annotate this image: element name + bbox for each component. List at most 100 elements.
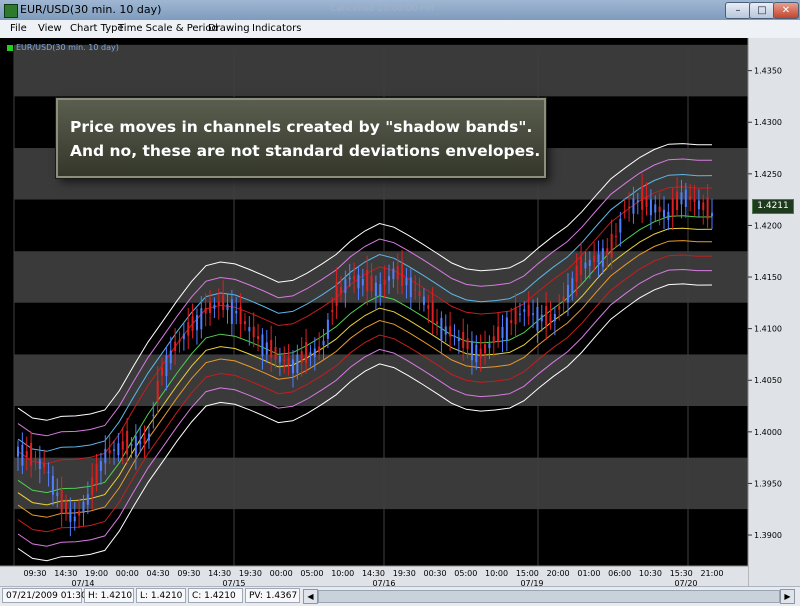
candle-body	[217, 301, 220, 306]
status-close: C: 1.4210	[188, 588, 243, 603]
candle-body	[680, 192, 683, 205]
candle-body	[453, 335, 456, 337]
candle-body	[514, 307, 517, 325]
candle-body	[222, 294, 225, 311]
price-axis-label: 1.4050	[754, 376, 782, 385]
price-band	[14, 509, 748, 561]
scroll-right-button[interactable]: ▶	[780, 589, 795, 604]
shadow-band-line	[17, 268, 712, 547]
candle-body	[169, 350, 172, 364]
menu-chart-type[interactable]: Chart Type	[70, 23, 124, 34]
current-price-badge: 1.4211	[752, 199, 794, 214]
scroll-left-button[interactable]: ◀	[303, 589, 318, 604]
price-band	[14, 44, 748, 97]
price-axis-label: 1.4000	[754, 428, 782, 437]
candle-body	[641, 186, 644, 210]
candle-body	[632, 198, 635, 214]
candle-body	[274, 346, 277, 360]
time-axis-label: 01:00	[577, 569, 600, 578]
minimize-button[interactable]: –	[725, 2, 751, 19]
candle-body	[139, 441, 142, 445]
candle-body	[126, 430, 129, 455]
menu-drawing[interactable]: Drawing	[208, 23, 250, 34]
candle-body	[649, 199, 652, 216]
price-axis-label: 1.4100	[754, 325, 782, 334]
close-button[interactable]: ✕	[773, 2, 799, 19]
candle-body	[187, 322, 190, 336]
candle-body	[584, 262, 587, 269]
status-low: L: 1.4210	[136, 588, 186, 603]
candle-body	[117, 443, 120, 456]
candle-body	[697, 200, 700, 210]
candle-body	[645, 196, 648, 207]
menu-bar: File View Chart Type Time Scale & Period…	[0, 20, 800, 39]
candle-body	[623, 210, 626, 212]
candle-body	[470, 340, 473, 361]
candle-body	[252, 326, 255, 338]
candle-body	[497, 326, 500, 342]
date-axis-label: 07/14	[71, 579, 94, 586]
candle-body	[610, 233, 613, 258]
time-axis-label: 05:00	[454, 569, 477, 578]
candle-body	[510, 320, 513, 323]
candle-body	[553, 313, 556, 322]
candle-body	[588, 259, 591, 266]
shadow-band-line	[17, 186, 713, 465]
menu-indicators[interactable]: Indicators	[252, 23, 302, 34]
candle-body	[374, 282, 377, 297]
candle-body	[431, 301, 434, 324]
candle-body	[449, 326, 452, 337]
candle-body	[689, 196, 692, 200]
candle-body	[571, 278, 574, 294]
candle-body	[21, 444, 24, 466]
menu-view[interactable]: View	[38, 23, 62, 34]
time-axis-label: 20:00	[547, 569, 570, 578]
candle-body	[540, 314, 543, 322]
candle-body	[108, 449, 111, 454]
candle-body	[165, 355, 168, 377]
candle-body	[348, 277, 351, 280]
candle-body	[322, 340, 325, 346]
candle-body	[182, 333, 185, 340]
time-axis-label: 05:00	[300, 569, 323, 578]
candle-body	[366, 269, 369, 292]
candle-body	[444, 326, 447, 335]
candle-body	[414, 289, 417, 291]
candle-body	[47, 471, 50, 473]
shadow-band-line	[17, 215, 713, 494]
candle-body	[113, 449, 116, 451]
candle-body	[711, 212, 713, 217]
candle-body	[662, 209, 665, 217]
menu-file[interactable]: File	[10, 23, 27, 34]
candle-body	[152, 414, 155, 416]
candle-body	[78, 510, 81, 516]
candle-body	[265, 342, 268, 355]
candle-body	[532, 313, 535, 315]
shadow-band-line	[17, 173, 713, 452]
price-band	[14, 199, 748, 252]
menu-time-scale-period[interactable]: Time Scale & Period	[118, 23, 218, 34]
candle-body	[287, 358, 290, 366]
candle-body	[671, 198, 674, 216]
maximize-button[interactable]: □	[749, 2, 775, 19]
time-axis-label: 10:00	[485, 569, 508, 578]
time-axis-label: 21:00	[700, 569, 723, 578]
time-axis-label: 15:00	[516, 569, 539, 578]
candle-body	[156, 380, 159, 402]
candle-body	[143, 436, 146, 444]
candle-body	[226, 304, 229, 311]
price-band	[14, 457, 748, 510]
time-axis-label: 10:30	[639, 569, 662, 578]
horizontal-scrollbar[interactable]	[318, 590, 780, 603]
candle-body	[353, 276, 356, 280]
candle-body	[575, 265, 578, 282]
date-axis-label: 07/16	[372, 579, 395, 586]
candle-body	[527, 304, 530, 317]
chart-area[interactable]: 1.4350 1.4300 1.4250 1.4200 1.4150 1.4100 1.40…	[0, 38, 800, 586]
candle-body	[121, 441, 124, 450]
candle-body	[43, 463, 46, 468]
candle-body	[436, 321, 439, 324]
candle-body	[383, 280, 386, 286]
candle-body	[396, 266, 399, 280]
candle-body	[95, 464, 98, 485]
